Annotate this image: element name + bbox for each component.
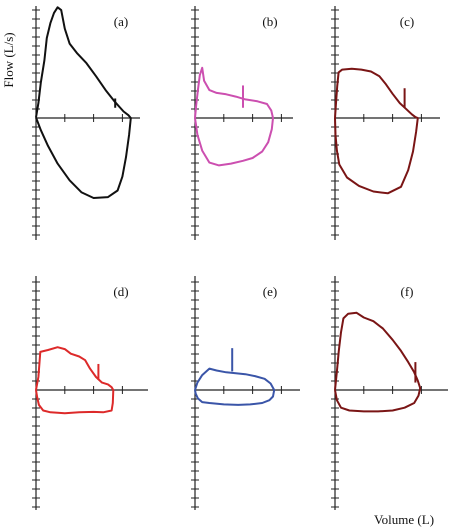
panels: (a) (b) (c) (d) (e) (f) (32, 6, 448, 510)
flow-volume-loop (35, 346, 115, 415)
flow-volume-loop (194, 66, 274, 167)
panel-2: (b) (191, 6, 293, 240)
panel-label: (b) (262, 14, 277, 29)
panel-4: (d) (32, 276, 148, 510)
flow-volume-loop (35, 6, 132, 199)
panel-label: (a) (114, 14, 128, 29)
panel-1: (a) (32, 6, 140, 240)
panel-6: (f) (331, 276, 448, 510)
panel-label: (d) (113, 284, 128, 299)
y-axis-label: Flow (L/s) (1, 32, 16, 87)
flow-volume-loop (334, 67, 419, 195)
flow-volume-loop (194, 367, 276, 406)
panel-label: (e) (263, 284, 277, 299)
panel-3: (c) (331, 6, 440, 240)
x-axis-label: Volume (L) (374, 512, 434, 527)
flow-volume-loop (334, 311, 422, 413)
panel-label: (c) (400, 14, 414, 29)
panel-5: (e) (191, 276, 300, 510)
panel-label: (f) (401, 284, 414, 299)
